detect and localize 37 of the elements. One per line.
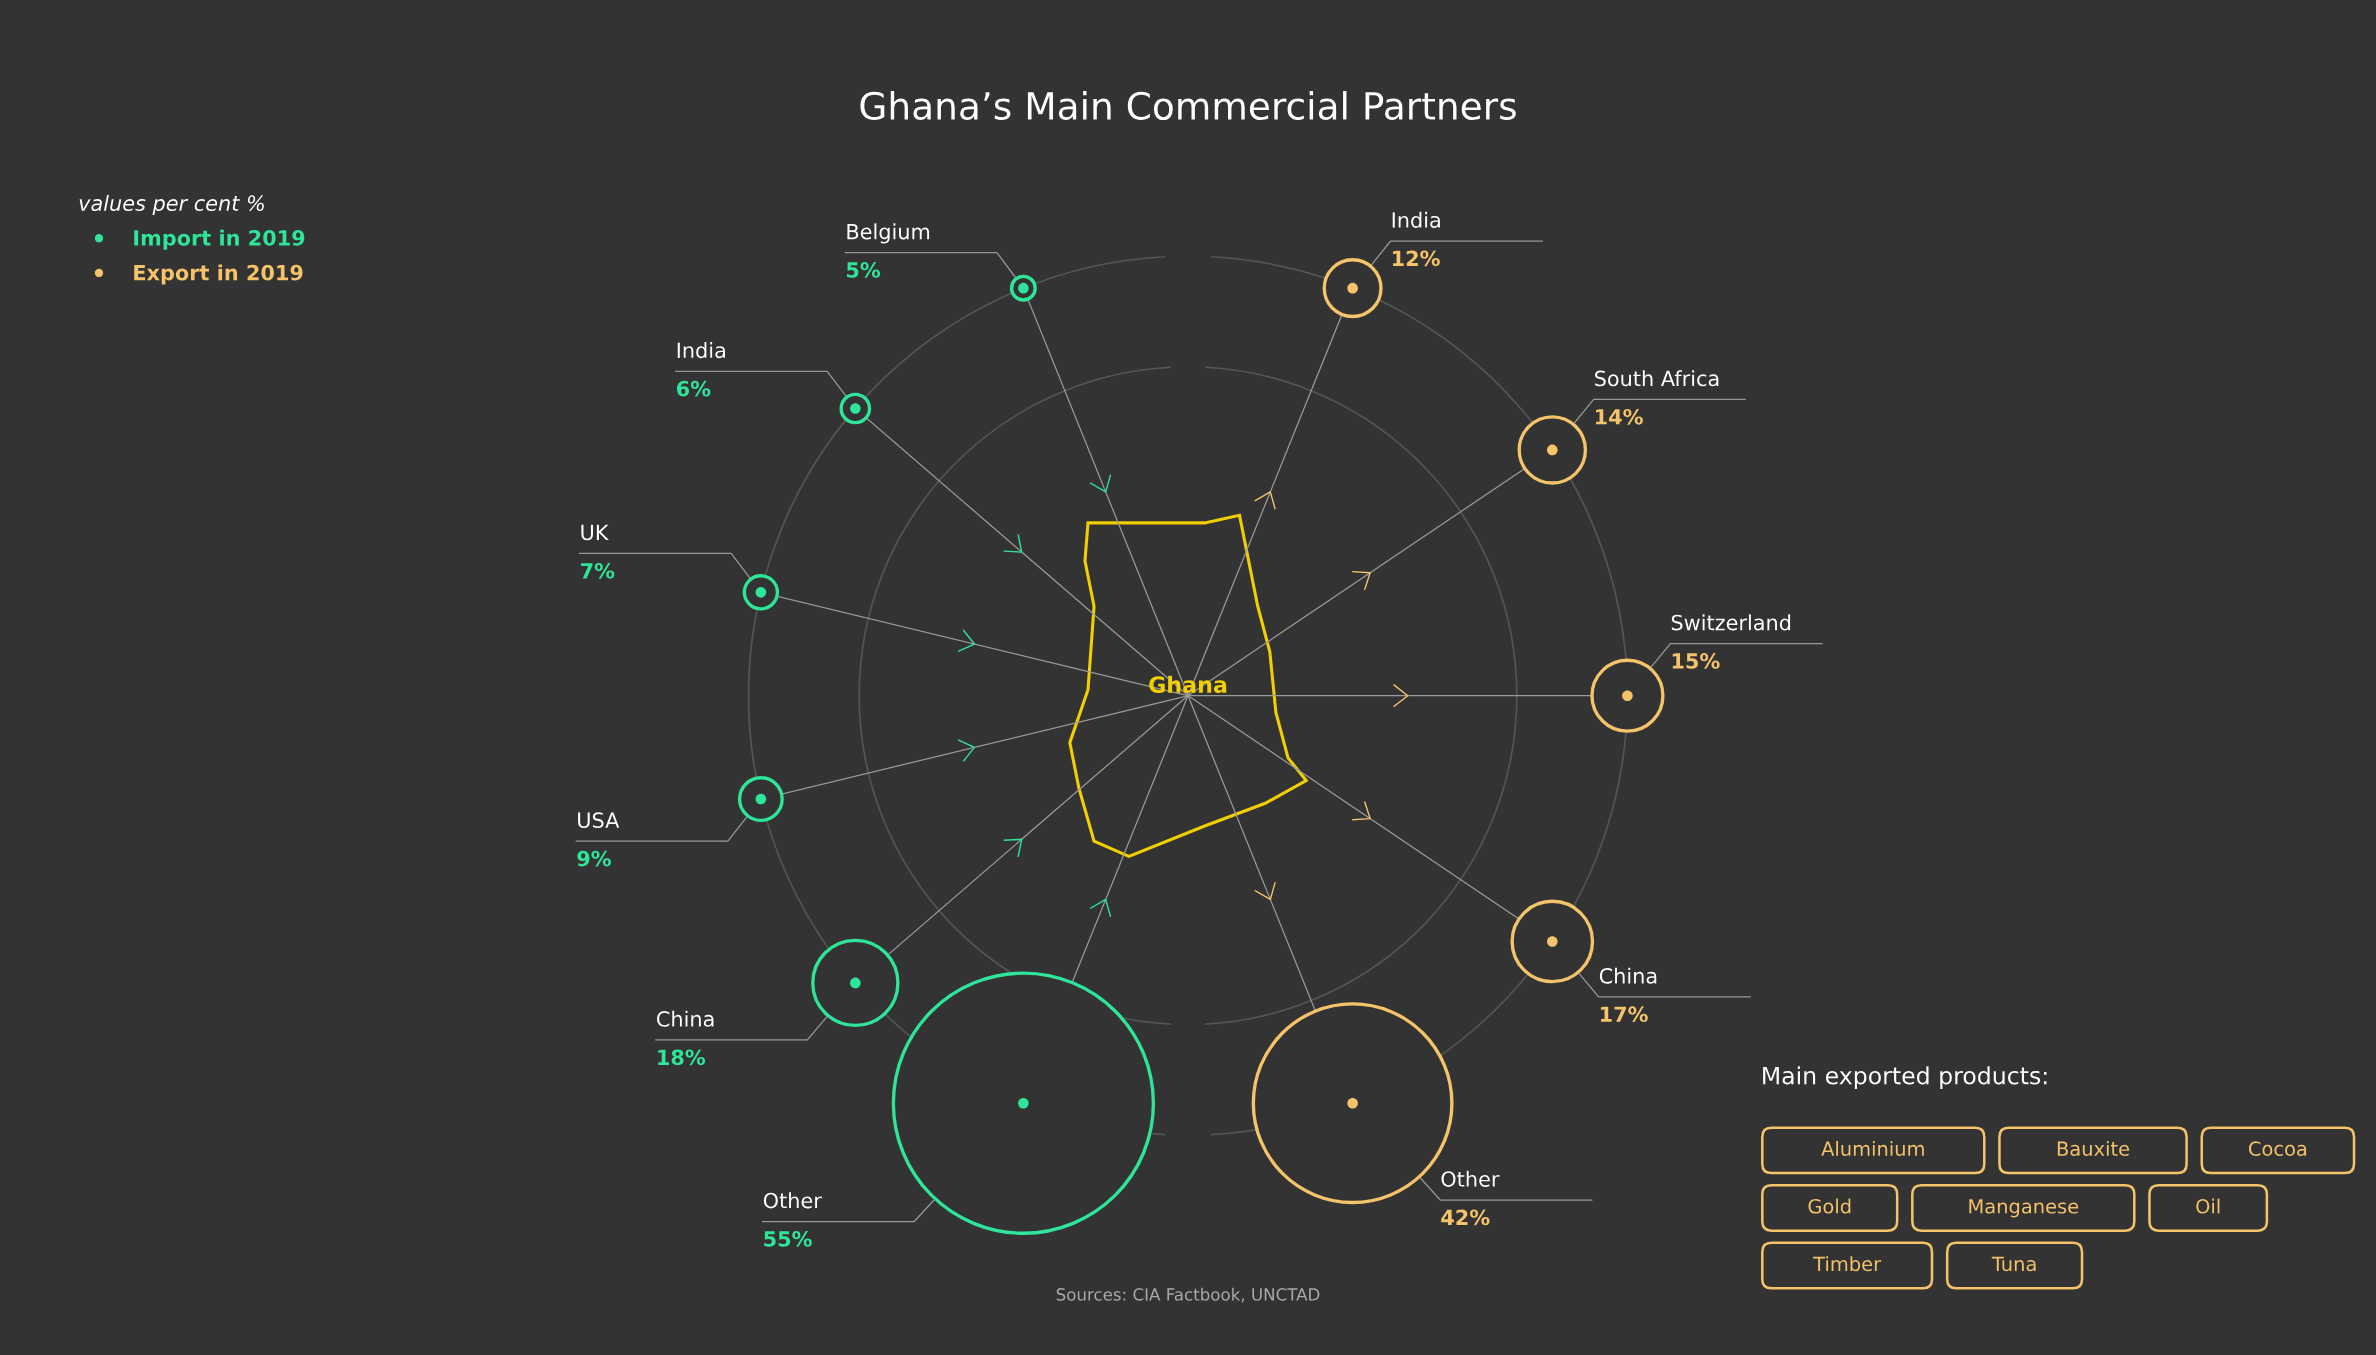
category-label: India <box>1392 211 1440 228</box>
category-label: India <box>677 342 725 359</box>
data-label: 17% <box>1600 1006 1648 1023</box>
category-label: Switzerland <box>1671 614 1791 631</box>
text: Main exported products: <box>1763 1066 2047 1090</box>
legend-label: Import in 2019 <box>134 229 305 250</box>
data-label: 7% <box>580 562 615 579</box>
data-label: 18% <box>658 1049 706 1066</box>
text: Gold <box>1808 1198 1851 1214</box>
category-label: China <box>657 1010 714 1027</box>
category-label: Other <box>1441 1170 1500 1187</box>
data-label: 9% <box>577 850 611 867</box>
category-label: Belgium <box>847 223 930 244</box>
text: Bauxite <box>2057 1140 2130 1157</box>
text: Ghana’s Main Commercial Partners <box>860 90 1516 121</box>
text: Timber <box>1813 1256 1882 1272</box>
data-label: 55% <box>764 1231 812 1247</box>
data-label: 42% <box>1441 1209 1490 1226</box>
data-label: 15% <box>1672 653 1720 669</box>
data-label: 12% <box>1393 250 1440 267</box>
category-label: USA <box>578 812 620 829</box>
text: Cocoa <box>2248 1141 2307 1157</box>
category-label: UK <box>581 524 609 541</box>
data-label: 6% <box>677 380 711 397</box>
category-label: South Africa <box>1595 370 1719 387</box>
data-label: 5% <box>847 262 881 278</box>
text: Ghana <box>1149 675 1227 694</box>
text: Oil <box>2196 1198 2220 1214</box>
text: Manganese <box>1969 1199 2079 1218</box>
legend-label: Export in 2019 <box>134 264 303 285</box>
text: Tuna <box>1991 1256 2036 1272</box>
data-label: 14% <box>1596 408 1643 425</box>
text: Aluminium <box>1821 1140 1924 1157</box>
source-note: Sources: CIA Factbook, UNCTAD <box>1056 1287 1320 1303</box>
category-label: Other <box>763 1192 822 1209</box>
legend-title: values per cent % <box>79 194 264 216</box>
category-label: China <box>1599 967 1657 984</box>
